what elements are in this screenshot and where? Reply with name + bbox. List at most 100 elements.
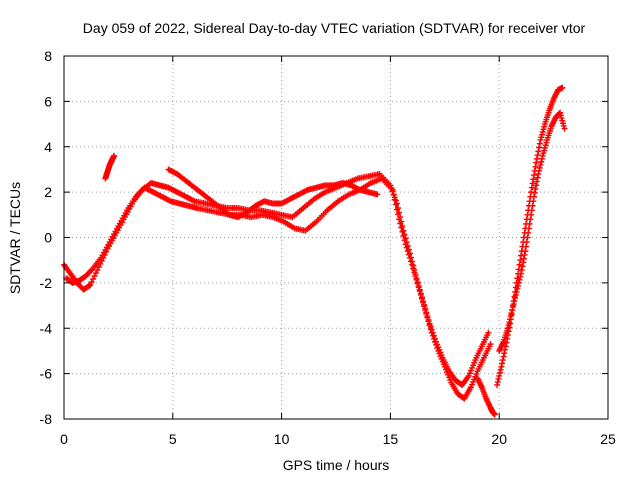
data-point: [506, 319, 513, 326]
data-point: [516, 276, 523, 283]
y-tick-label: -4: [40, 320, 53, 336]
data-point: [521, 251, 528, 258]
x-tick-labels: 0 5 10 15 20 25: [60, 431, 616, 447]
data-point: [496, 372, 503, 379]
data-point: [88, 279, 95, 286]
data-point: [434, 344, 441, 351]
data-point: [531, 193, 538, 200]
data-point: [533, 182, 540, 189]
series-track-e: [496, 109, 568, 354]
data-point: [420, 299, 427, 306]
data-point: [525, 225, 532, 232]
data-point: [536, 140, 543, 147]
data-point: [405, 251, 412, 258]
data-point: [494, 378, 501, 385]
data-point: [423, 310, 430, 317]
data-point: [400, 232, 407, 239]
data-point: [532, 163, 539, 170]
data-point: [430, 335, 437, 342]
y-tick-label: 8: [44, 48, 52, 64]
data-point: [401, 237, 408, 244]
data-point: [402, 241, 409, 248]
data-point: [507, 313, 514, 320]
data-point: [95, 263, 102, 270]
data-point: [528, 189, 535, 196]
data-point: [404, 248, 411, 255]
data-point: [88, 267, 95, 274]
data-point: [497, 366, 504, 373]
data-point: [508, 310, 515, 317]
data-point: [413, 276, 420, 283]
data-point: [485, 329, 492, 336]
data-point: [512, 295, 519, 301]
data-point: [520, 259, 527, 266]
data-point: [392, 201, 399, 208]
data-point: [530, 198, 537, 205]
data-point: [502, 346, 509, 353]
data-point: [412, 273, 419, 280]
data-point: [517, 273, 524, 280]
data-point: [520, 255, 527, 262]
x-tick-label: 10: [274, 431, 290, 447]
data-point: [90, 276, 97, 283]
data-point: [528, 184, 535, 191]
data-point: [525, 229, 532, 236]
data-point: [533, 178, 540, 185]
data-point: [535, 148, 542, 155]
data-point: [526, 220, 533, 227]
data-point: [511, 298, 518, 305]
data-point: [505, 322, 512, 329]
data-point: [518, 267, 525, 274]
x-tick-label: 5: [169, 431, 177, 447]
data-point: [390, 191, 397, 198]
data-point: [561, 125, 568, 132]
data-point: [92, 270, 99, 277]
data-point: [528, 207, 535, 214]
data-point: [491, 411, 498, 418]
data-point: [422, 307, 429, 314]
data-point: [399, 228, 406, 235]
data-point: [527, 216, 534, 223]
data-point: [536, 167, 543, 174]
data-point: [397, 220, 404, 227]
x-tick-label: 20: [491, 431, 507, 447]
data-point: [393, 200, 400, 207]
data-point: [524, 234, 531, 241]
series-track-b: [63, 175, 494, 402]
data-point: [529, 180, 536, 187]
data-point: [433, 341, 440, 348]
data-point: [499, 357, 506, 364]
data-point: [427, 326, 434, 333]
data-point: [532, 186, 539, 193]
data-point: [406, 254, 413, 261]
data-point: [536, 164, 543, 171]
data-point: [519, 263, 526, 270]
data-point: [531, 172, 538, 179]
data-point: [500, 353, 507, 360]
data-point: [416, 288, 423, 295]
data-point: [87, 282, 94, 289]
data-points: [61, 84, 568, 418]
data-point: [504, 325, 511, 332]
data-point: [429, 332, 436, 339]
y-tick-label: 0: [44, 230, 52, 246]
data-point: [515, 266, 522, 273]
data-point: [509, 307, 516, 314]
x-axis-label: GPS time / hours: [283, 457, 390, 473]
data-point: [503, 339, 510, 346]
data-point: [421, 303, 428, 310]
data-point: [509, 304, 516, 311]
data-point: [393, 206, 400, 213]
data-point: [374, 191, 381, 198]
data-point: [94, 267, 101, 274]
y-tick-label: 6: [44, 93, 52, 109]
data-point: [533, 155, 540, 162]
data-point: [395, 211, 402, 218]
series-track-c: [165, 166, 381, 221]
data-point: [391, 196, 398, 203]
y-tick-label: -6: [40, 366, 53, 382]
data-point: [411, 269, 418, 276]
data-point: [91, 273, 98, 280]
data-point: [528, 211, 535, 218]
